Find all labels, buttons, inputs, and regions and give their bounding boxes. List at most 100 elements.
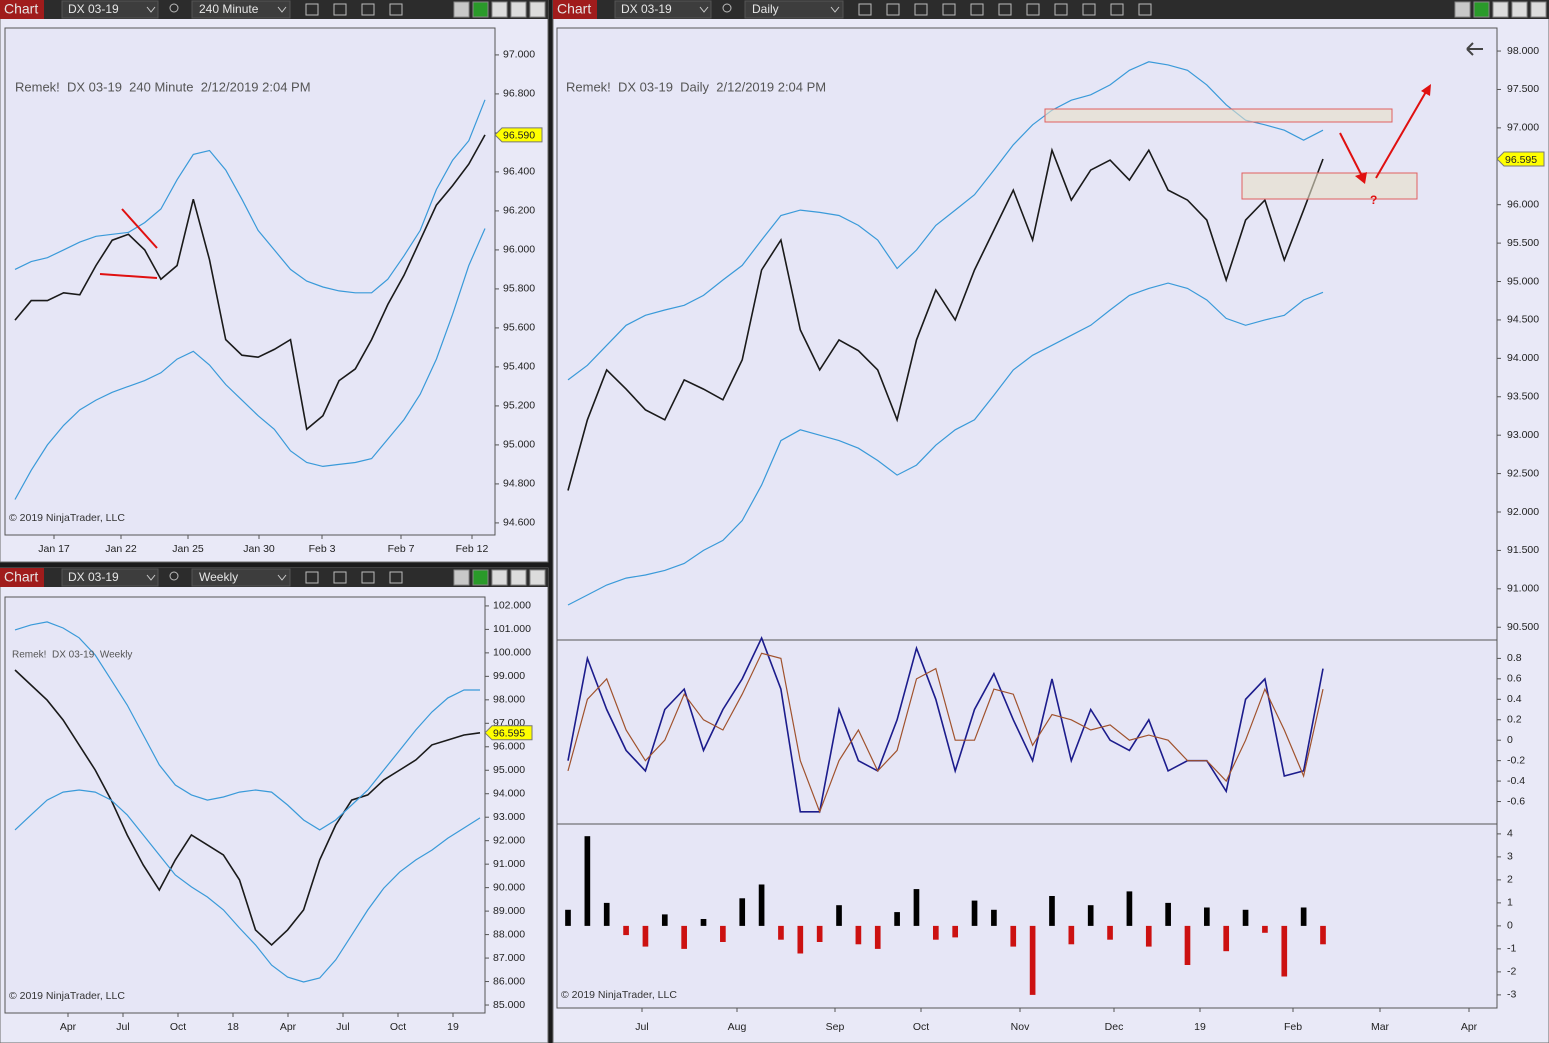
histogram-bar xyxy=(797,925,804,954)
copyright: © 2019 NinjaTrader, LLC xyxy=(9,990,125,1002)
tool-icon[interactable] xyxy=(333,3,347,16)
series-line xyxy=(14,134,486,431)
y-tick-label: 94.000 xyxy=(1507,352,1539,364)
histogram-bar xyxy=(1300,907,1307,926)
histogram-bar xyxy=(1068,925,1075,945)
series-line xyxy=(567,61,1324,381)
y-tick-label: 98.000 xyxy=(1507,45,1539,57)
tab[interactable] xyxy=(553,0,597,19)
x-tick-label: Apr xyxy=(280,1021,297,1033)
x-tick-label: Aug xyxy=(728,1021,747,1033)
y-tick-label: 98.000 xyxy=(493,694,525,706)
histogram-bar xyxy=(1107,925,1113,940)
x-tick-label: Mar xyxy=(1371,1021,1390,1033)
tool-icon[interactable] xyxy=(1082,3,1096,16)
tool-icon[interactable] xyxy=(942,3,956,16)
tool-icon[interactable] xyxy=(998,3,1012,16)
window-button[interactable] xyxy=(491,569,508,586)
y-tick-label: 90.500 xyxy=(1507,621,1539,633)
x-tick-label: Jan 25 xyxy=(172,543,204,555)
dropdown xyxy=(830,6,840,13)
price-marker-label: 96.595 xyxy=(1505,154,1537,166)
tool-icon[interactable] xyxy=(914,3,928,16)
y-tick-label: 95.400 xyxy=(503,361,535,373)
histogram-bar xyxy=(1262,925,1268,933)
histogram-bar xyxy=(874,925,881,949)
interval-box[interactable] xyxy=(191,0,291,19)
y-tick-label: 95.800 xyxy=(503,283,535,295)
window-button[interactable] xyxy=(1454,1,1471,18)
window-button[interactable] xyxy=(1473,1,1490,18)
window-button[interactable] xyxy=(472,1,489,18)
y-tick-label: 94.800 xyxy=(503,478,535,490)
plot-area xyxy=(4,27,496,536)
search-icon[interactable] xyxy=(169,3,179,13)
window-button[interactable] xyxy=(472,569,489,586)
interval: Daily xyxy=(752,2,779,16)
window-button[interactable] xyxy=(1492,1,1509,18)
back-arrow[interactable] xyxy=(1466,42,1483,56)
y-tick-label: 97.000 xyxy=(503,49,535,61)
tool-icon[interactable] xyxy=(361,571,375,584)
window-button[interactable] xyxy=(529,1,546,18)
y-tick-label: 92.000 xyxy=(1507,506,1539,518)
search-icon[interactable] xyxy=(169,571,179,581)
annotations: ? xyxy=(99,42,1483,279)
tool-icon[interactable] xyxy=(333,571,347,584)
instrument-box[interactable] xyxy=(61,0,159,19)
tool-icon[interactable] xyxy=(389,571,403,584)
interval-box[interactable] xyxy=(744,0,844,19)
y-tick-label: 85.000 xyxy=(493,999,525,1011)
tool-icon[interactable] xyxy=(1054,3,1068,16)
x-tick-label: Oct xyxy=(170,1021,186,1033)
tool-icon[interactable] xyxy=(1026,3,1040,16)
arrow xyxy=(1375,89,1428,179)
tool-icon[interactable] xyxy=(305,571,319,584)
histogram-bar xyxy=(836,905,842,926)
instrument-box[interactable] xyxy=(61,568,159,587)
y-tick-label: 97.500 xyxy=(1507,83,1539,95)
interval-box[interactable] xyxy=(191,568,291,587)
tool-icon[interactable] xyxy=(1110,3,1124,16)
histogram-bar xyxy=(971,900,978,926)
window-button[interactable] xyxy=(510,1,527,18)
y-tick-label: 93.000 xyxy=(1507,429,1539,441)
plot-area xyxy=(4,596,486,1014)
window-button[interactable] xyxy=(1530,1,1547,18)
tool-icon[interactable] xyxy=(361,3,375,16)
histogram-bar xyxy=(758,884,765,926)
tool-icon[interactable] xyxy=(886,3,900,16)
x-tick-label: 19 xyxy=(447,1021,459,1033)
histogram-bar xyxy=(1242,909,1249,926)
series-line xyxy=(14,669,481,946)
series-line xyxy=(14,99,486,294)
instrument-box[interactable] xyxy=(614,0,712,19)
y-tick-label: 92.000 xyxy=(493,834,525,846)
window-button[interactable] xyxy=(491,1,508,18)
dropdown xyxy=(277,574,287,581)
series-line xyxy=(14,228,486,500)
tool-icon[interactable] xyxy=(305,3,319,16)
histogram-bar xyxy=(1126,891,1133,926)
tool-icon[interactable] xyxy=(1138,3,1152,16)
histogram-bar xyxy=(565,909,571,926)
window-button[interactable] xyxy=(453,569,470,586)
x-tick-label: Jan 30 xyxy=(243,543,275,555)
zone-box xyxy=(1044,108,1393,123)
search-icon[interactable] xyxy=(722,3,732,13)
x-tick-label: Feb 12 xyxy=(456,543,489,555)
window-button[interactable] xyxy=(510,569,527,586)
y-tick-label: 90.000 xyxy=(493,881,525,893)
tab[interactable] xyxy=(0,568,44,587)
tool-icon[interactable] xyxy=(389,3,403,16)
tool-icon[interactable] xyxy=(970,3,984,16)
y-tick-label: 1 xyxy=(1507,897,1513,909)
tab[interactable] xyxy=(0,0,44,19)
window-button[interactable] xyxy=(1511,1,1528,18)
window-button[interactable] xyxy=(529,569,546,586)
window-button[interactable] xyxy=(453,1,470,18)
tool-icon[interactable] xyxy=(858,3,872,16)
trend-line xyxy=(121,208,158,249)
histogram-bar xyxy=(1010,925,1017,947)
trend-line xyxy=(99,273,158,279)
